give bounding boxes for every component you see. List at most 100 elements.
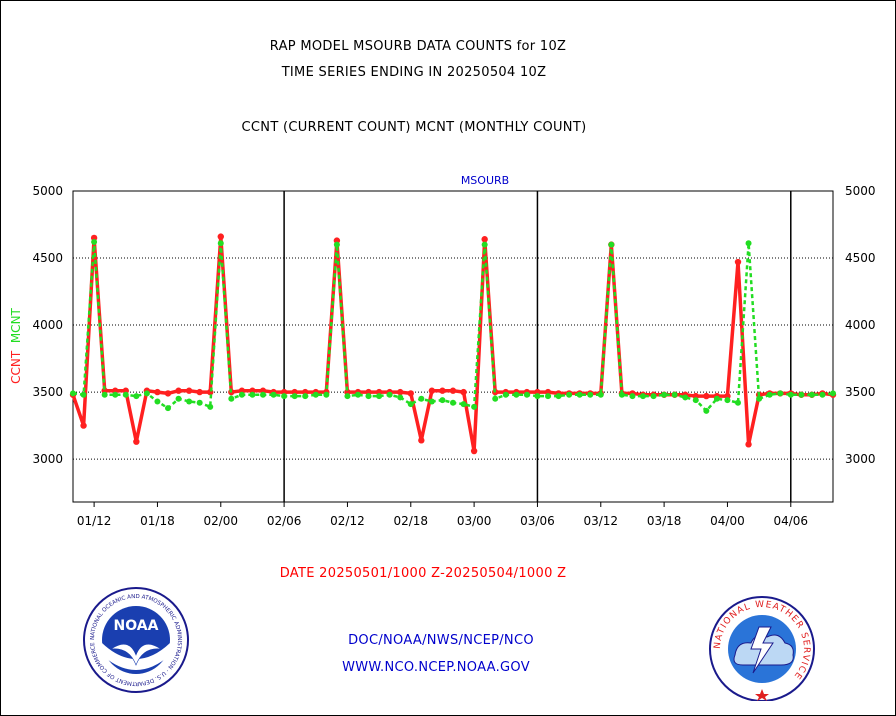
x-tick-label: 01/18 [140,514,175,528]
x-tick-label: 04/06 [773,514,808,528]
x-tick-label: 02/00 [203,514,238,528]
data-point-mcnt [365,393,372,400]
data-point-mcnt [766,391,773,398]
y-tick-label-right: 4000 [845,318,876,332]
data-point-mcnt [165,405,171,412]
data-point-ccnt [703,392,710,400]
data-point-mcnt [798,391,805,398]
data-point-mcnt [281,393,288,400]
chart-series-title: MSOURB [461,174,509,187]
x-tick-label: 02/06 [267,514,302,528]
y-tick-label-left: 3000 [32,452,63,466]
data-point-mcnt [502,391,509,398]
data-point-mcnt [112,391,119,398]
data-point-mcnt [70,390,76,397]
x-tick-label: 04/00 [710,514,745,528]
noaa-logo: NOAA NATIONAL OCEANIC AND ATMOSPHERIC AD… [83,587,189,693]
chart-title-line3: CCNT (CURRENT COUNT) MCNT (MONTHLY COUNT… [241,120,587,135]
data-point-mcnt [808,391,815,398]
data-point-mcnt [692,397,699,404]
data-point-ccnt [397,388,404,396]
data-point-mcnt [270,391,277,398]
data-point-mcnt [629,393,636,400]
data-point-ccnt [133,438,140,445]
data-point-mcnt [428,398,435,405]
data-point-ccnt [481,236,488,243]
data-point-mcnt [608,241,615,248]
data-point-mcnt [587,391,594,398]
data-point-mcnt [640,393,646,400]
y-tick-label-left: 3500 [32,385,63,399]
data-point-ccnt [175,387,182,394]
data-point-ccnt [460,388,467,396]
data-point-mcnt [355,391,361,398]
data-point-ccnt [154,388,161,396]
data-point-mcnt [745,240,752,247]
data-point-mcnt [492,395,499,402]
data-point-mcnt [386,391,393,398]
time-series-chart: 3000 3000 3500 3500 4000 4000 4500 4500 5000 5000… [9,174,876,528]
data-point-mcnt [291,393,298,400]
data-point-mcnt [735,399,741,406]
data-point-mcnt [143,390,150,397]
data-point-ccnt [407,390,414,397]
data-point-mcnt [133,393,140,400]
data-point-ccnt [734,258,742,266]
data-point-mcnt [460,401,467,408]
data-point-mcnt [333,241,340,248]
noaa-logo-text: NOAA [114,618,159,634]
data-point-mcnt [713,395,720,402]
data-point-mcnt [682,394,689,401]
plot-area [72,190,834,503]
y-tick-label-right: 3500 [845,385,876,399]
series-line-ccnt [71,234,834,453]
data-point-mcnt [249,391,256,398]
y-tick-label-left: 4000 [32,318,63,332]
data-point-mcnt [819,391,826,398]
x-tick-label: 01/12 [77,514,112,528]
x-tick-label: 03/18 [647,514,682,528]
chart-title-line1: RAP MODEL MSOURB DATA COUNTS for 10Z [269,39,567,54]
data-point-mcnt [101,391,108,398]
data-point-mcnt [439,397,446,404]
data-point-mcnt [576,391,583,398]
data-point-mcnt [186,398,193,405]
data-point-mcnt [513,391,520,398]
x-tick-label: 03/12 [583,514,618,528]
data-point-mcnt [597,391,604,398]
data-point-mcnt [217,240,224,247]
y-tick-label-left: 5000 [32,184,63,198]
x-tick-label: 02/18 [393,514,428,528]
y-axis-label-mcnt: MCNT [9,307,23,350]
data-point-mcnt [91,238,98,245]
data-point-mcnt [450,399,456,406]
data-point-mcnt [671,391,678,398]
data-point-mcnt [545,393,551,400]
data-point-mcnt [122,391,129,398]
data-point-mcnt [523,391,530,398]
date-range-label: DATE 20250501/1000 Z-20250504/1000 Z [279,566,567,581]
data-point-ccnt [418,437,425,444]
data-point-mcnt [207,403,214,410]
chart-title-line2: TIME SERIES ENDING IN 20250504 10Z [281,65,547,80]
data-point-mcnt [481,241,488,248]
y-axis-label: CCNT MCNT [9,307,23,383]
data-point-mcnt [407,401,414,408]
series-line-mcnt [72,240,834,413]
data-point-ccnt [80,422,87,429]
data-point-ccnt [449,387,457,394]
data-point-mcnt [228,395,235,402]
data-point-mcnt [830,390,836,397]
website-link[interactable]: WWW.NCO.NCEP.NOAA.GOV [342,660,530,675]
data-point-ccnt [164,390,172,397]
data-point-mcnt [302,393,309,400]
data-point-mcnt [312,391,319,398]
data-point-mcnt [175,395,182,402]
x-tick-label: 03/00 [457,514,492,528]
data-point-ccnt [439,387,446,394]
data-point-mcnt [323,391,330,398]
data-point-mcnt [260,391,266,398]
nws-logo: NATIONAL WEATHER SERVICE [709,596,815,701]
data-point-mcnt [618,391,625,398]
